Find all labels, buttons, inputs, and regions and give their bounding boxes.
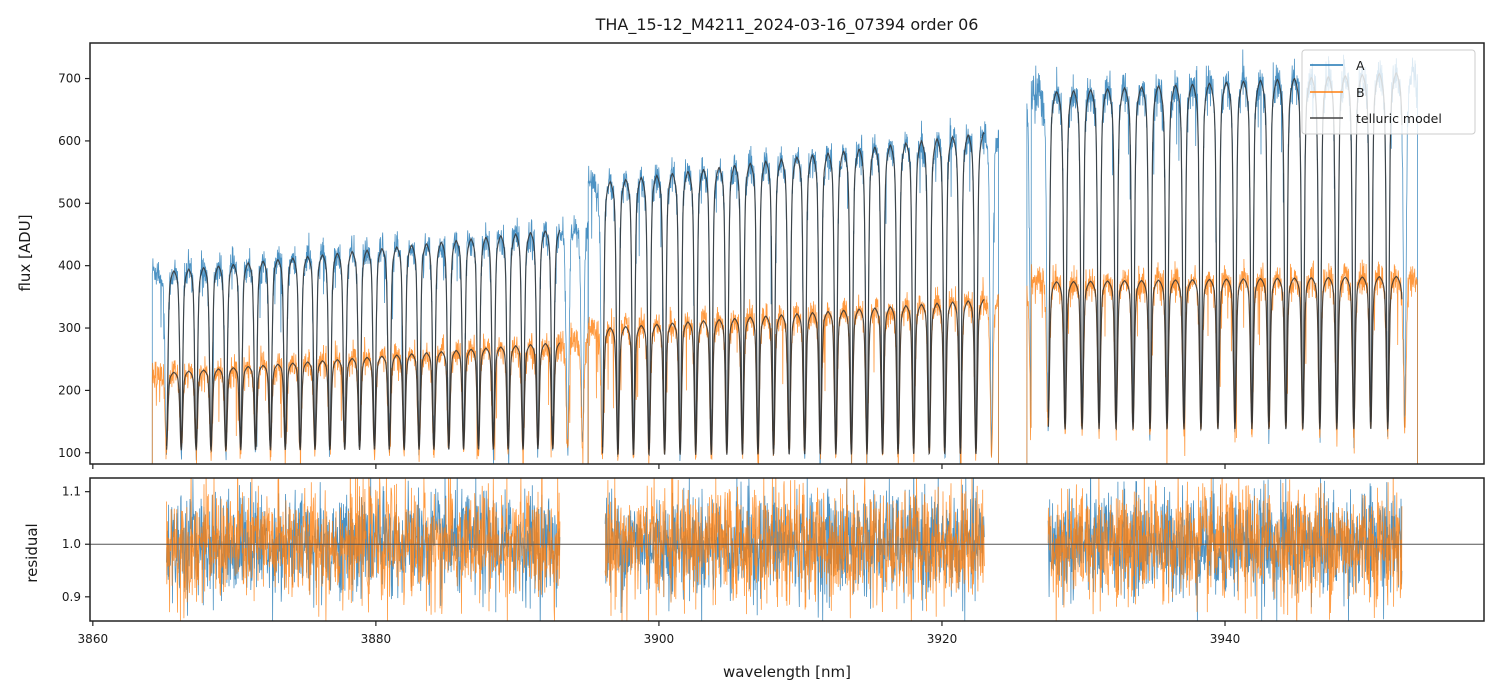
y-tick-label: 500: [58, 196, 81, 210]
x-tick-label: 3860: [78, 632, 109, 646]
residual-panel: 0.91.01.1 38603880390039203940 residual …: [23, 420, 1484, 681]
x-tick-label: 3900: [644, 632, 675, 646]
flux-y-ticks: 100 200 300 400 500 600 700: [58, 72, 90, 460]
telluric-model-b-segment-2: [603, 300, 985, 455]
residual-y-ticks: 0.9 1.0 1.1: [62, 485, 90, 604]
telluric-model-b-segment-3: [1048, 276, 1402, 429]
y-tick-label: 600: [58, 134, 81, 148]
y-tick-label: 1.1: [62, 485, 81, 499]
x-axis-label: wavelength [nm]: [723, 663, 851, 681]
y-tick-label: 100: [58, 446, 81, 460]
legend: A B telluric model: [1302, 50, 1475, 134]
flux-panel: 100 200 300 400 500 600 700 flux [ADU] A B tel…: [16, 43, 1484, 516]
y-tick-label: 300: [58, 321, 81, 335]
y-tick-label: 0.9: [62, 590, 81, 604]
legend-label-telluric: telluric model: [1356, 111, 1442, 126]
legend-label-a: A: [1356, 58, 1365, 73]
residual-x-ticks: 3860 3880 3900 3920 3940: [78, 621, 1241, 646]
y-tick-label: 400: [58, 259, 81, 273]
y-tick-label: 1.0: [62, 537, 81, 551]
flux-plot-area: [152, 50, 1417, 516]
telluric-model-a-segment-1: [167, 230, 560, 447]
y-tick-label: 200: [58, 383, 81, 397]
y-tick-label: 700: [58, 72, 81, 86]
residual-y-axis-label: residual: [23, 523, 41, 582]
x-tick-label: 3880: [361, 632, 392, 646]
chart-title: THA_15-12_M4211_2024-03-16_07394 order 0…: [595, 15, 979, 35]
x-tick-label: 3940: [1210, 632, 1241, 646]
legend-label-b: B: [1356, 85, 1365, 100]
flux-y-axis-label: flux [ADU]: [16, 214, 34, 291]
residual-plot-area: [90, 420, 1484, 640]
figure: THA_15-12_M4211_2024-03-16_07394 order 0…: [0, 0, 1499, 696]
x-tick-label: 3920: [927, 632, 958, 646]
